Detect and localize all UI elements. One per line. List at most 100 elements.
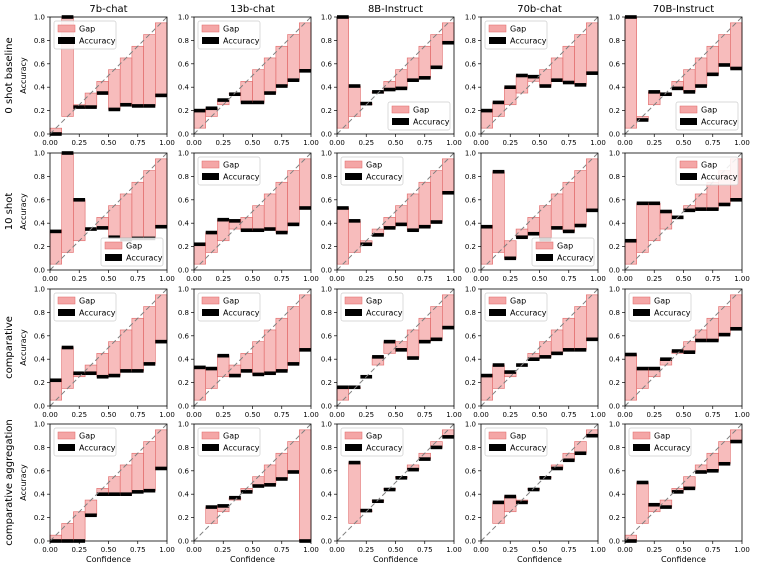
y-tick-label: 0.4: [465, 220, 477, 228]
accuracy-legend-swatch: [392, 118, 409, 125]
gap-bar: [562, 181, 575, 232]
y-tick-label: 0.0: [609, 403, 620, 411]
x-tick-label: 0.75: [274, 139, 290, 147]
x-tick-label: 1.00: [303, 546, 319, 554]
x-tick-label: 0.00: [617, 411, 633, 419]
accuracy-legend-swatch: [680, 173, 697, 180]
gap-bar: [624, 16, 637, 129]
gap-legend-swatch: [344, 431, 363, 440]
accuracy-bar: [240, 369, 253, 373]
column-title: 7b-chat: [89, 4, 127, 15]
accuracy-legend-label: Accuracy: [223, 37, 260, 46]
accuracy-bar: [229, 92, 241, 97]
y-tick-label: 1.0: [178, 286, 189, 294]
gap-legend-swatch: [488, 296, 507, 305]
accuracy-bar: [418, 224, 431, 229]
accuracy-bar: [695, 207, 707, 211]
legend: Gap Accuracy: [197, 427, 261, 457]
accuracy-bar: [730, 198, 742, 202]
gap-bar: [49, 379, 62, 401]
y-tick-label: 1.0: [465, 14, 476, 22]
accuracy-bar: [527, 487, 540, 492]
accuracy-bar: [574, 83, 587, 87]
x-tick-label: 0.50: [245, 139, 261, 147]
gap-bar: [263, 464, 277, 486]
y-tick-label: 1.0: [609, 421, 620, 429]
accuracy-bar: [229, 495, 241, 500]
accuracy-bar: [562, 458, 575, 463]
accuracy-bar: [337, 206, 349, 210]
accuracy-legend-swatch: [202, 444, 219, 451]
gap-legend-swatch: [632, 296, 651, 305]
accuracy-bar: [625, 352, 637, 357]
gap-bar: [287, 306, 300, 365]
y-tick-label: 1.0: [321, 421, 332, 429]
x-tick-label: 0.50: [245, 546, 261, 554]
x-tick-label: 0.00: [186, 275, 202, 283]
gap-legend-swatch: [201, 160, 220, 169]
x-tick-label: 0.75: [705, 139, 721, 147]
y-tick-label: 0.0: [178, 267, 189, 275]
accuracy-bar: [574, 348, 587, 352]
accuracy-bar: [407, 356, 419, 360]
diagonal-line: [480, 152, 599, 271]
x-tick-label: 0.75: [561, 275, 577, 283]
y-tick-label: 0.2: [34, 514, 45, 522]
x-tick-label: 0.25: [71, 411, 87, 419]
accuracy-bar: [718, 63, 731, 67]
gap-legend-label: Gap: [223, 432, 239, 441]
x-tick-label: 0.00: [617, 139, 633, 147]
accuracy-bar: [287, 470, 300, 474]
accuracy-bar: [240, 490, 253, 494]
accuracy-bar: [586, 433, 598, 438]
accuracy-legend-label: Accuracy: [510, 309, 547, 318]
gap-legend-swatch: [201, 431, 220, 440]
gap-bar: [395, 69, 408, 89]
accuracy-bar: [205, 230, 218, 235]
gap-bar: [155, 294, 168, 342]
gap-bar: [119, 329, 133, 372]
accuracy-bar: [636, 118, 649, 122]
y-tick-label: 0.8: [321, 37, 332, 45]
gap-bar: [706, 45, 719, 75]
legend: Gap Accuracy: [628, 427, 692, 457]
legend: Gap Accuracy: [484, 292, 548, 322]
gap-bar: [155, 22, 168, 96]
gap-bar: [550, 57, 564, 81]
column-title: 8B-Instruct: [368, 4, 423, 15]
y-tick-label: 1.0: [609, 150, 620, 158]
accuracy-bar: [706, 207, 719, 211]
accuracy-bar: [360, 508, 373, 513]
gap-bar: [624, 354, 637, 401]
gap-bar: [441, 22, 455, 44]
y-tick-label: 0.0: [321, 403, 332, 411]
y-tick-label: 0.6: [178, 467, 190, 475]
accuracy-legend-label: Accuracy: [654, 444, 691, 453]
gap-legend-swatch: [57, 24, 76, 33]
gap-bar: [504, 240, 517, 259]
accuracy-bar: [683, 350, 696, 354]
gap-bar: [119, 464, 133, 495]
accuracy-bar: [551, 351, 563, 356]
y-tick-label: 0.4: [178, 491, 190, 499]
x-tick-label: 0.75: [561, 546, 577, 554]
x-tick-label: 0.50: [388, 275, 404, 283]
x-tick-label: 0.50: [388, 411, 404, 419]
y-tick-label: 0.6: [465, 332, 477, 340]
x-tick-label: 1.00: [734, 275, 750, 283]
y-tick-label: 0.4: [321, 84, 333, 92]
gap-bar: [550, 329, 564, 354]
accuracy-legend-swatch: [489, 309, 506, 316]
x-tick-label: 0.00: [42, 139, 58, 147]
accuracy-bar: [660, 92, 672, 97]
x-tick-label: 0.50: [101, 546, 117, 554]
gap-legend-label: Gap: [79, 25, 95, 34]
x-tick-label: 1.00: [303, 139, 319, 147]
gap-legend-label: Gap: [701, 106, 717, 115]
accuracy-bar: [539, 476, 552, 480]
x-tick-label: 0.25: [215, 546, 231, 554]
accuracy-bar: [551, 78, 563, 82]
gap-bar: [131, 317, 144, 372]
x-tick-label: 0.50: [101, 139, 117, 147]
x-tick-label: 0.25: [358, 411, 374, 419]
